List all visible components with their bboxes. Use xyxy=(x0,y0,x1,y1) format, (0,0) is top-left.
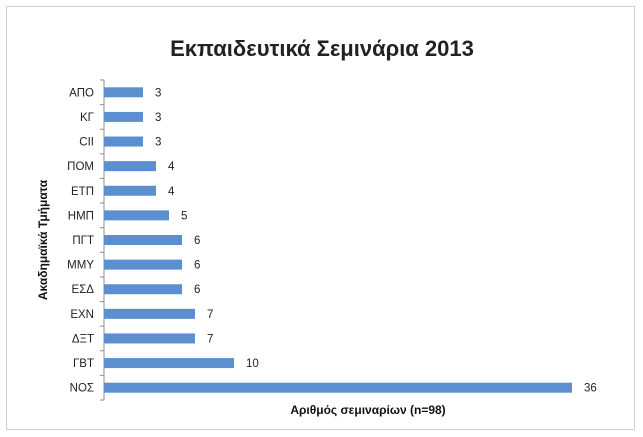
bar-ΓΒΤ xyxy=(104,358,234,369)
category-label: ΠΓΤ xyxy=(72,235,94,247)
data-label: 3 xyxy=(155,112,161,124)
bar-ΠΓΤ xyxy=(104,235,182,245)
data-label: 36 xyxy=(584,383,597,395)
chart-title: Εκπαιδευτικά Σεμινάρια 2013 xyxy=(170,36,474,61)
bar-ΗΜΠ xyxy=(104,210,169,221)
category-label: ΓΒΤ xyxy=(73,358,94,370)
bar-ΕΣΔ xyxy=(104,284,182,295)
category-label: CII xyxy=(79,137,94,149)
bar-ΕΤΠ xyxy=(104,185,156,196)
category-label: ΚΓ xyxy=(80,112,95,124)
bar-ΠΟΜ xyxy=(104,161,156,172)
bar-ΔΞΤ xyxy=(104,333,195,344)
data-label: 6 xyxy=(194,260,200,272)
category-label: ΑΠΟ xyxy=(69,87,94,99)
bar-ΕΧΝ xyxy=(104,308,195,319)
y-axis-label: Ακαδημαϊκά Τμήματα xyxy=(36,179,50,300)
data-label: 5 xyxy=(181,210,187,222)
category-label: ΕΣΔ xyxy=(72,284,95,296)
data-label: 3 xyxy=(155,87,161,99)
data-label: 7 xyxy=(207,309,213,321)
bar-marks: ΑΠΟ 3 ΚΓ 3 CII 3 ΠΟΜ 4 ΕΤΠ 4 ΗΜΠ 5 ΠΓΤ 6 ΜΜΥ 6 ΕΣΔ 6 ΕΧΝ 7 Δ… xyxy=(67,79,597,401)
data-label: 10 xyxy=(246,358,259,370)
category-label: ΔΞΤ xyxy=(72,333,94,345)
data-label: 4 xyxy=(168,161,175,173)
category-label: ΕΧΝ xyxy=(70,309,94,321)
category-label: ΗΜΠ xyxy=(68,210,94,222)
category-label: ΕΤΠ xyxy=(71,186,94,198)
data-label: 6 xyxy=(194,235,200,247)
bar-ΚΓ xyxy=(104,111,143,122)
category-label: ΜΜΥ xyxy=(67,260,94,272)
bar-ΝΟΣ xyxy=(104,382,572,393)
bar-ΑΠΟ xyxy=(104,87,143,98)
data-label: 4 xyxy=(168,186,175,198)
category-label: ΝΟΣ xyxy=(70,383,94,395)
data-label: 6 xyxy=(194,284,200,296)
x-axis-label: Αριθμός σεμιναρίων (n=98) xyxy=(290,403,445,417)
bar-ΜΜΥ xyxy=(104,259,182,270)
bar-CII xyxy=(104,136,143,147)
data-label: 3 xyxy=(155,137,161,149)
category-label: ΠΟΜ xyxy=(67,161,94,173)
data-label: 7 xyxy=(207,333,213,345)
